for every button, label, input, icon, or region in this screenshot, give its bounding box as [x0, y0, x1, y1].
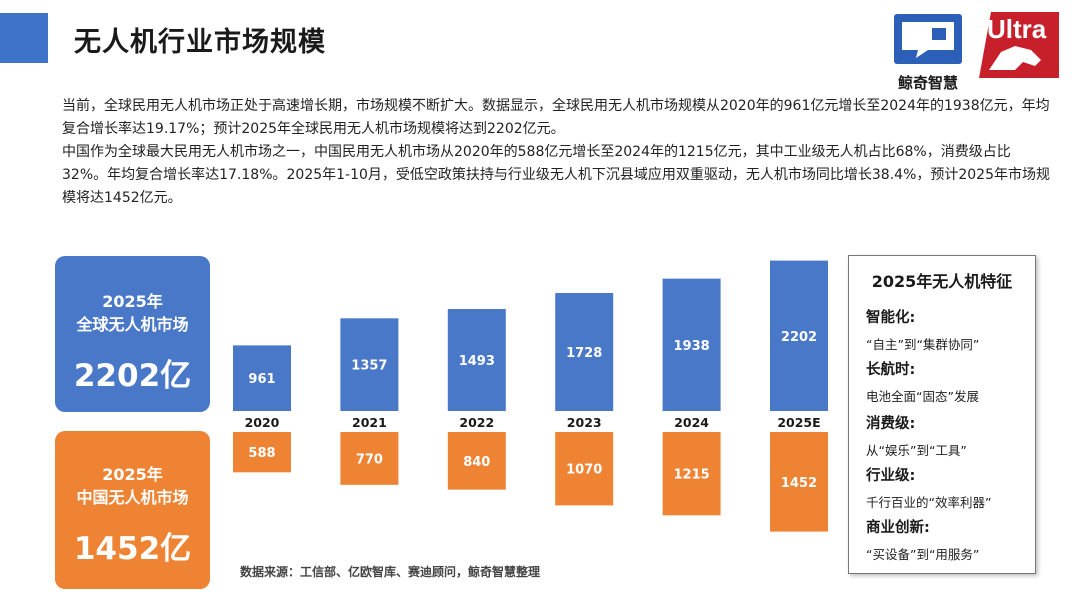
- china-card-value: 1452亿: [73, 531, 192, 567]
- china-bar-label-2024: 1215: [674, 468, 710, 483]
- feature-head-intelligence: 智能化:: [866, 310, 916, 326]
- china-card-year: 2025年: [102, 465, 163, 484]
- logo-monitor-icon: [894, 14, 962, 64]
- logo-name: 鲸奇智慧: [897, 74, 958, 92]
- global-card-year: 2025年: [102, 292, 163, 311]
- china-bar-2022: [447, 432, 506, 490]
- global-market-card: 2025年 全球无人机市场 2202亿: [55, 256, 210, 412]
- global-card-label: 全球无人机市场: [76, 315, 189, 334]
- feature-desc-consumer: 从“娱乐”到“工具”: [866, 443, 967, 458]
- global-bar-label-2021: 1357: [351, 359, 387, 374]
- feature-head-business: 商业创新:: [866, 520, 930, 536]
- china-bar-label-2020: 588: [248, 446, 275, 461]
- china-bar-label-2021: 770: [356, 452, 383, 467]
- global-bar-label-2023: 1728: [566, 346, 602, 361]
- year-label-2025E: 2025E: [777, 415, 820, 430]
- china-bar-2020: [233, 432, 291, 473]
- china-bar-2024: [662, 432, 721, 516]
- feature-head-industry: 行业级:: [866, 468, 916, 484]
- feature-head-consumer: 消费级:: [866, 416, 916, 432]
- data-source-note: 数据来源：工信部、亿欧智库、赛迪顾问，鲸奇智慧整理: [240, 565, 541, 579]
- global-bar-2023: [555, 292, 614, 411]
- global-bar-2021: [340, 318, 399, 411]
- global-bar-2020: [233, 345, 291, 411]
- global-bar-2024: [662, 278, 721, 411]
- china-bar-2021: [340, 432, 399, 485]
- features-panel: 2025年无人机特征 智能化: “自主”到“集群协同” 长航时: 电池全面“固态…: [848, 255, 1036, 574]
- year-label-2023: 2023: [567, 415, 602, 430]
- year-label-2022: 2022: [459, 415, 494, 430]
- feature-head-endurance: 长航时:: [866, 362, 916, 378]
- china-market-card: 2025年 中国无人机市场 1452亿: [55, 431, 210, 589]
- china-bar-label-2022: 840: [463, 455, 490, 470]
- feature-desc-intelligence: “自主”到“集群协同”: [866, 337, 980, 352]
- ultra-logo: Ultra: [979, 12, 1059, 82]
- feature-desc-business: “买设备”到“用服务”: [866, 547, 980, 562]
- year-label-2020: 2020: [245, 415, 280, 430]
- global-bar-2025E: [770, 260, 828, 411]
- china-bar-2025E: [770, 432, 828, 532]
- global-bar-label-2024: 1938: [674, 339, 710, 354]
- market-size-bar-chart: 961 2020 588 1357 2021 770 1493 2022 840 1728 2023…: [233, 260, 828, 532]
- page-title: 无人机行业市场规模: [74, 27, 326, 58]
- feature-desc-industry: 千行百业的“效率利器”: [866, 495, 992, 510]
- china-bar-label-2023: 1070: [566, 463, 602, 478]
- title-accent-block: [0, 13, 48, 63]
- intro-paragraph-global: 当前，全球民用无人机市场正处于高速增长期，市场规模不断扩大。数据显示，全球民用无…: [62, 98, 1050, 137]
- global-card-value: 2202亿: [73, 358, 192, 394]
- global-bar-2022: [447, 309, 506, 411]
- year-label-2021: 2021: [352, 415, 387, 430]
- features-title: 2025年无人机特征: [871, 272, 1013, 291]
- china-bar-2023: [555, 432, 614, 506]
- china-bar-label-2025E: 1452: [781, 476, 817, 491]
- global-bar-label-2025E: 2202: [781, 330, 817, 345]
- intro-paragraph-china: 中国作为全球最大民用无人机市场之一，中国民用无人机市场从2020年的588亿元增…: [62, 144, 1051, 206]
- year-label-2024: 2024: [674, 415, 709, 430]
- global-bar-label-2020: 961: [248, 372, 275, 387]
- jingqi-logo: 鲸奇智慧: [888, 12, 968, 92]
- ultra-rhino-icon: [979, 12, 1059, 78]
- global-bar-label-2022: 1493: [459, 354, 495, 369]
- ultra-text: Ultra: [987, 14, 1047, 44]
- china-card-label: 中国无人机市场: [76, 488, 189, 507]
- intro-text: 当前，全球民用无人机市场正处于高速增长期，市场规模不断扩大。数据显示，全球民用无…: [62, 95, 1052, 210]
- feature-desc-endurance: 电池全面“固态”发展: [866, 389, 979, 404]
